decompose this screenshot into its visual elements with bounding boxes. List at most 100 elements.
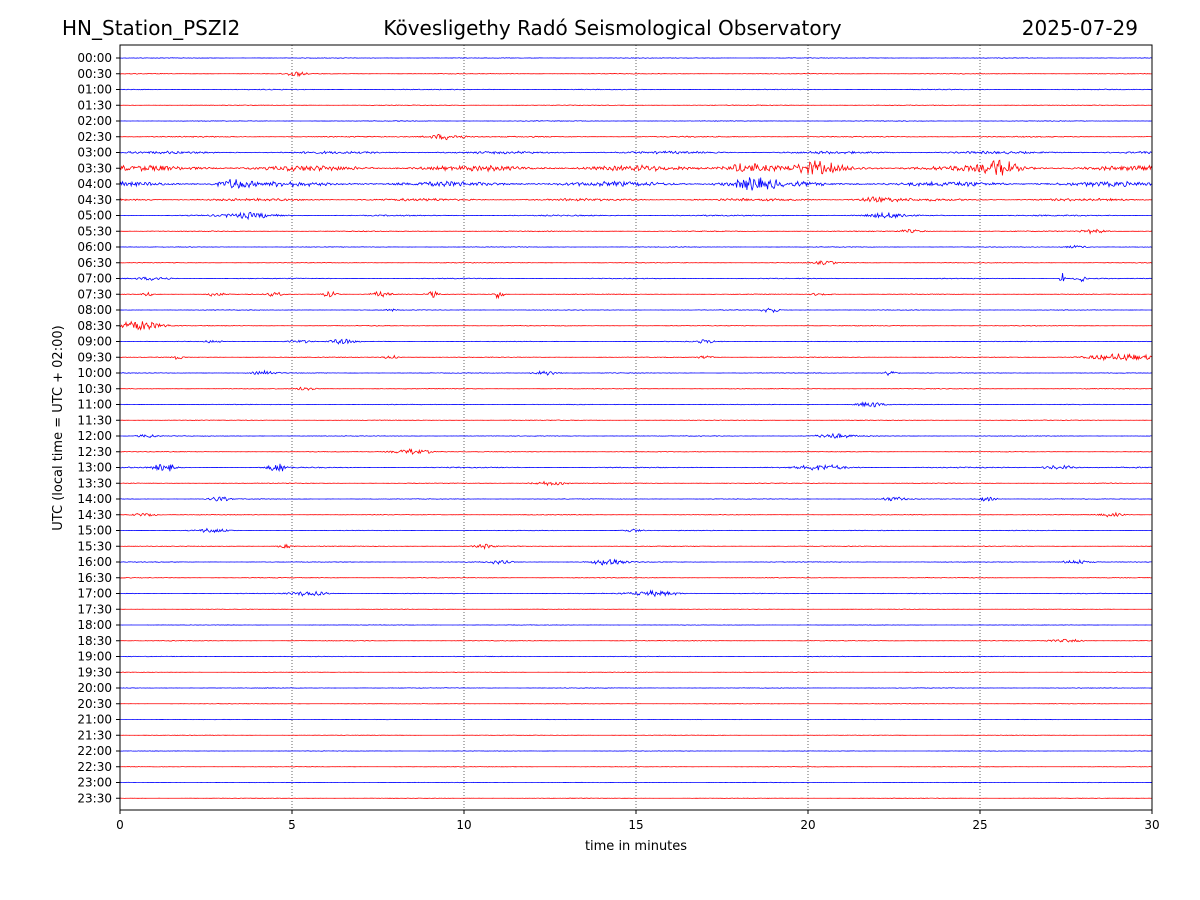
y-axis-label: UTC (local time = UTC + 02:00) — [51, 325, 66, 530]
trace-1200 — [119, 432, 1153, 439]
trace-0300 — [119, 150, 1153, 155]
x-tick-label: 25 — [972, 818, 987, 832]
trace-2000 — [119, 687, 1153, 689]
y-tick-label: 13:30 — [77, 476, 112, 490]
trace-1700 — [119, 589, 1153, 598]
y-tick-label: 03:30 — [77, 161, 112, 175]
y-tick-label: 23:00 — [77, 776, 112, 790]
y-tick-label: 21:00 — [77, 713, 112, 727]
y-tick-label: 14:00 — [77, 492, 112, 506]
trace-1230 — [119, 448, 1153, 455]
trace-0700 — [119, 272, 1153, 283]
trace-0800 — [119, 307, 1153, 314]
y-tick-label: 10:00 — [77, 366, 112, 380]
y-tick-label: 20:00 — [77, 681, 112, 695]
x-axis: 0 5 10 15 20 25 30 — [116, 810, 1160, 832]
y-tick-label: 05:30 — [77, 224, 112, 238]
y-tick-label: 05:00 — [77, 209, 112, 223]
trace-1900 — [119, 655, 1153, 658]
y-tick-label: 21:30 — [77, 728, 112, 742]
trace-1500 — [119, 527, 1153, 534]
y-tick-label: 15:00 — [77, 524, 112, 538]
trace-group — [119, 57, 1153, 799]
y-tick-label: 18:00 — [77, 618, 112, 632]
y-tick-label: 22:00 — [77, 744, 112, 758]
trace-1300 — [119, 463, 1153, 472]
trace-0430 — [119, 196, 1153, 203]
y-tick-label: 15:30 — [77, 539, 112, 553]
trace-1400 — [119, 496, 1153, 502]
y-tick-label: 06:30 — [77, 256, 112, 270]
trace-0130 — [119, 104, 1153, 107]
trace-1630 — [119, 576, 1153, 579]
grid-lines — [291, 45, 981, 810]
trace-0530 — [119, 228, 1153, 235]
x-tick-label: 15 — [628, 818, 643, 832]
y-tick-label: 13:00 — [77, 461, 112, 475]
y-tick-label: 17:30 — [77, 602, 112, 616]
y-tick-label: 06:00 — [77, 240, 112, 254]
trace-0230 — [119, 134, 1153, 141]
trace-0600 — [119, 244, 1153, 249]
y-tick-label: 18:30 — [77, 634, 112, 648]
y-tick-label: 12:00 — [77, 429, 112, 443]
y-tick-label: 07:00 — [77, 272, 112, 286]
trace-1000 — [119, 369, 1153, 377]
trace-1600 — [119, 558, 1153, 566]
y-tick-label: 02:30 — [77, 130, 112, 144]
trace-1330 — [119, 480, 1153, 487]
trace-0930 — [119, 352, 1153, 362]
y-tick-label: 11:00 — [77, 398, 112, 412]
trace-0830 — [119, 320, 1153, 331]
y-tick-label: 04:00 — [77, 177, 112, 191]
x-tick-label: 0 — [116, 818, 124, 832]
y-tick-label: 22:30 — [77, 760, 112, 774]
trace-1430 — [119, 511, 1152, 518]
y-tick-label: 00:00 — [77, 51, 112, 65]
y-tick-label: 09:30 — [77, 350, 112, 364]
y-tick-label: 11:30 — [77, 413, 112, 427]
y-tick-label: 14:30 — [77, 508, 112, 522]
chart-title: Kövesligethy Radó Seismological Observat… — [383, 16, 842, 40]
y-tick-label: 10:30 — [77, 382, 112, 396]
trace-1530 — [119, 543, 1153, 550]
y-tick-label: 16:30 — [77, 571, 112, 585]
trace-0100 — [119, 88, 1153, 91]
trace-1830 — [119, 638, 1153, 643]
trace-0900 — [119, 338, 1153, 345]
y-tick-label: 20:30 — [77, 697, 112, 711]
y-tick-label: 08:30 — [77, 319, 112, 333]
y-tick-label: 04:30 — [77, 193, 112, 207]
trace-0000 — [119, 57, 1153, 59]
trace-0630 — [120, 260, 1153, 266]
y-tick-label: 01:30 — [77, 98, 112, 112]
y-tick-label: 17:00 — [77, 587, 112, 601]
trace-1030 — [119, 386, 1153, 391]
y-tick-label: 03:00 — [77, 146, 112, 160]
x-tick-label: 20 — [800, 818, 815, 832]
y-tick-label: 07:30 — [77, 287, 112, 301]
x-tick-label: 30 — [1144, 818, 1159, 832]
x-tick-label: 10 — [456, 818, 471, 832]
y-tick-label: 16:00 — [77, 555, 112, 569]
station-name: HN_Station_PSZI2 — [62, 16, 241, 40]
y-tick-label: 19:00 — [77, 650, 112, 664]
trace-0330 — [119, 159, 1153, 176]
trace-0500 — [119, 211, 1153, 221]
y-tick-label: 08:00 — [77, 303, 112, 317]
trace-1130 — [119, 419, 1152, 422]
x-tick-label: 5 — [288, 818, 296, 832]
trace-0400 — [119, 177, 1153, 191]
y-tick-label: 01:00 — [77, 83, 112, 97]
y-tick-label: 23:30 — [77, 791, 112, 805]
x-axis-label: time in minutes — [585, 839, 687, 854]
trace-0030 — [119, 71, 1153, 78]
y-tick-label: 19:30 — [77, 665, 112, 679]
chart-date: 2025-07-29 — [1021, 16, 1138, 40]
trace-0730 — [119, 290, 1153, 300]
y-tick-label: 12:30 — [77, 445, 112, 459]
y-tick-label: 02:00 — [77, 114, 112, 128]
trace-1100 — [119, 401, 1153, 408]
